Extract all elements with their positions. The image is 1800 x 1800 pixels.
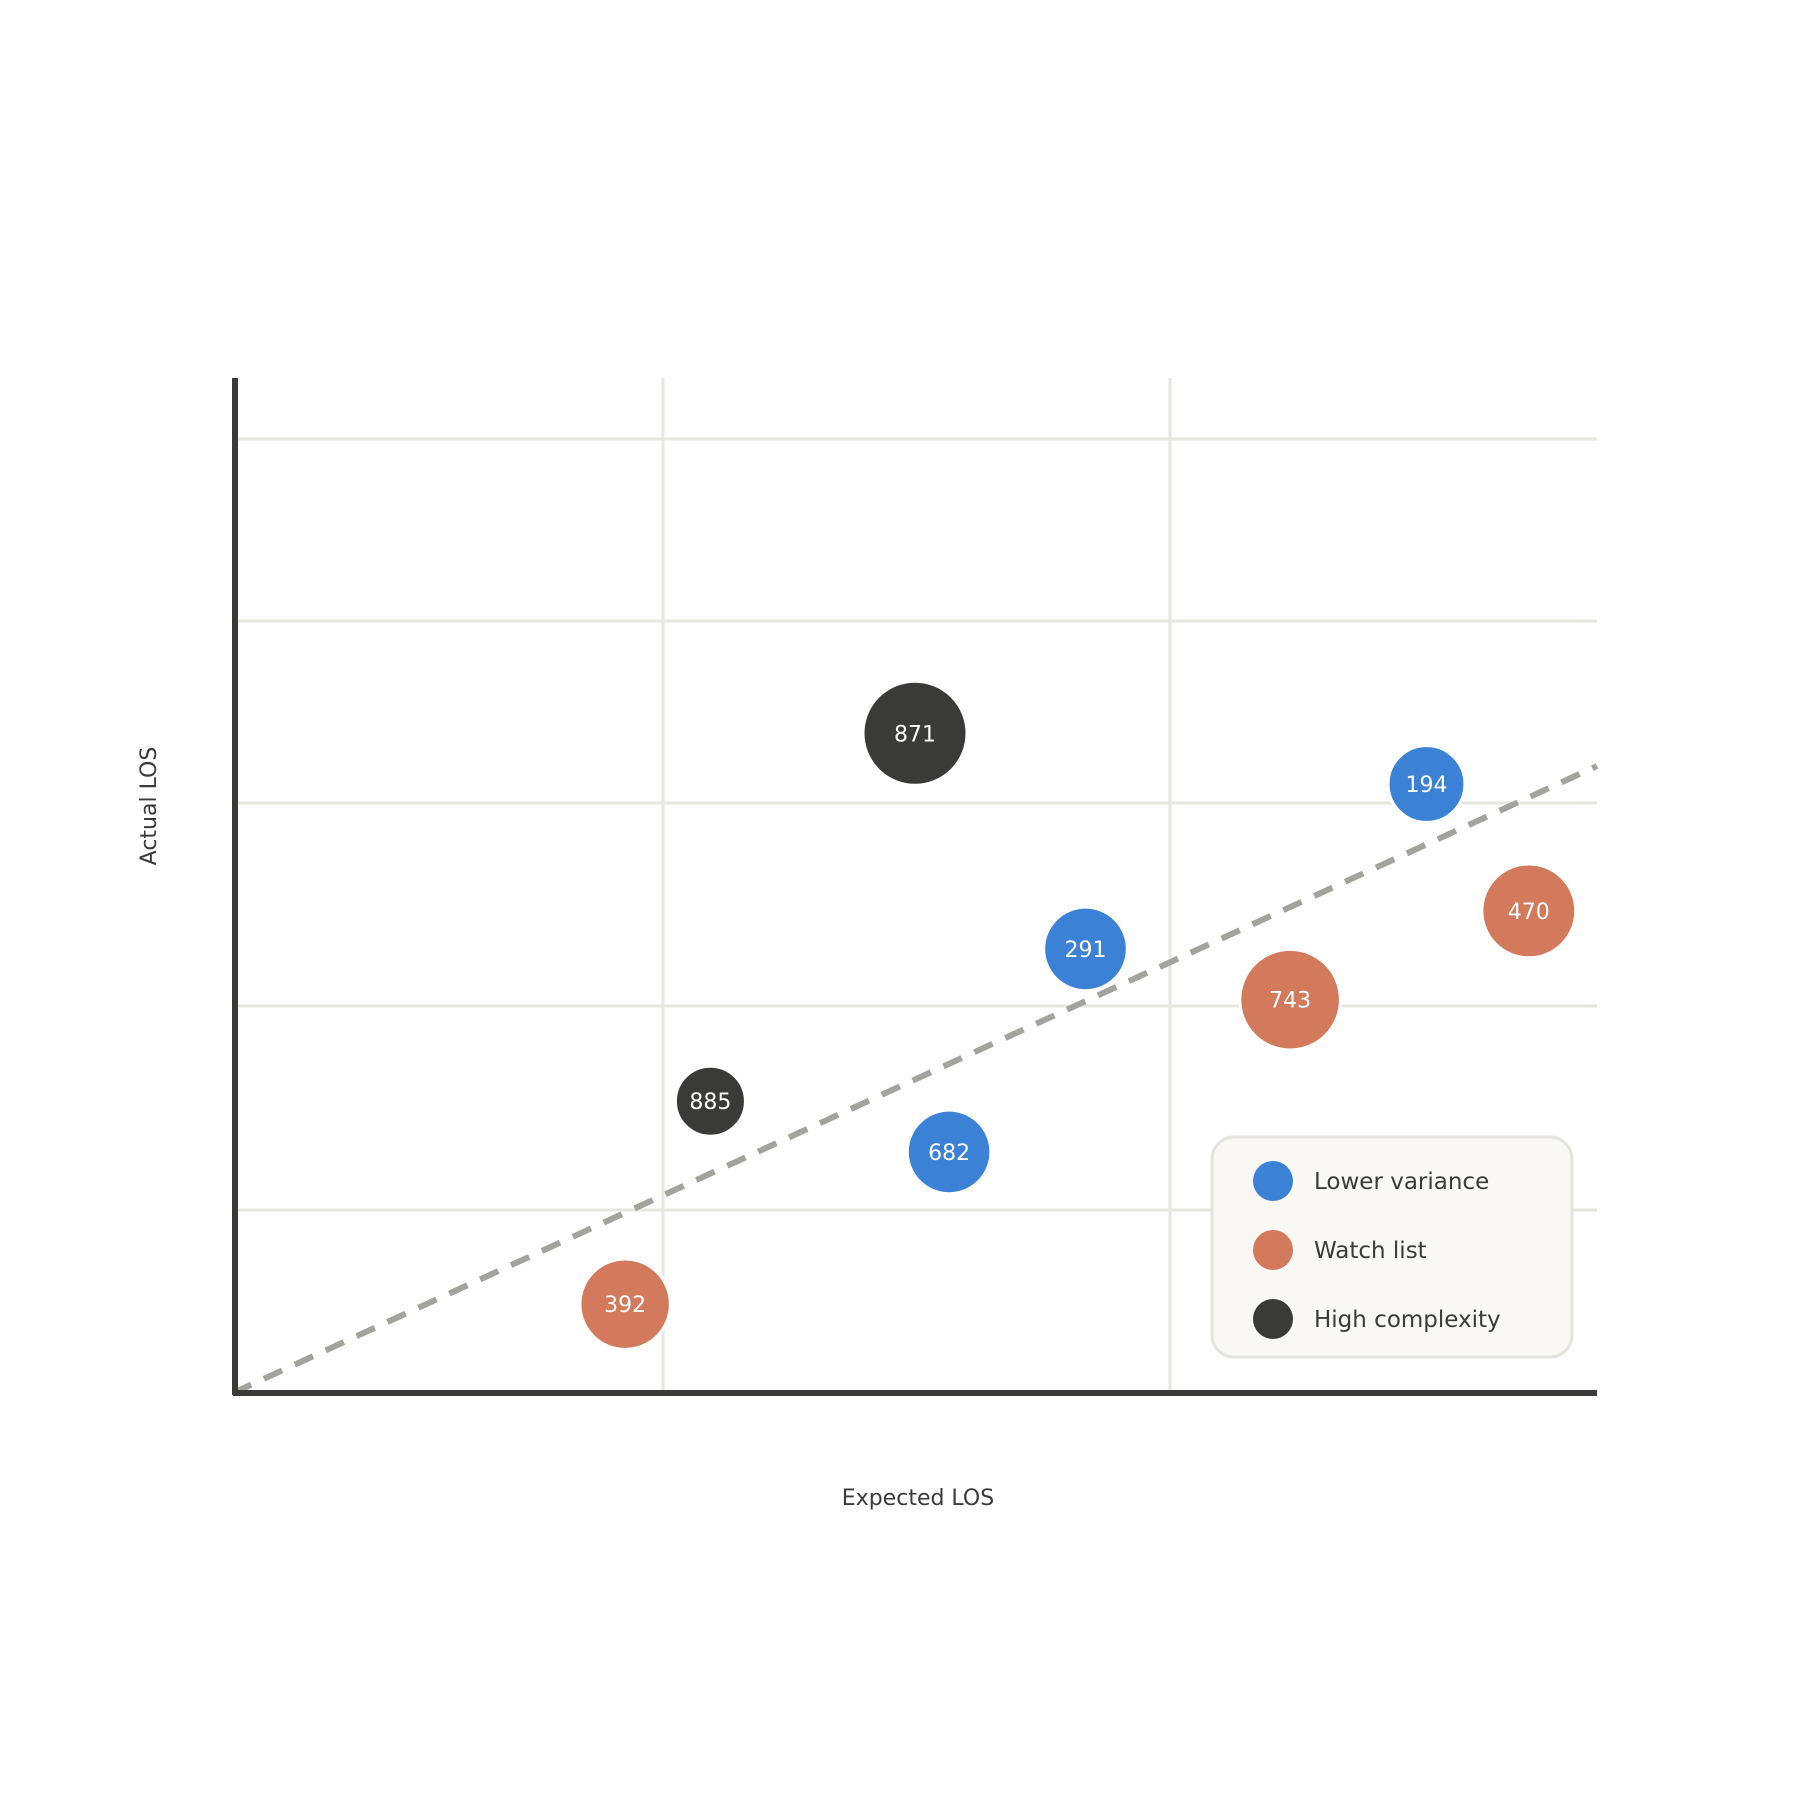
legend-item: High complexity: [1253, 1299, 1501, 1339]
legend-item: Watch list: [1253, 1230, 1427, 1270]
legend: Lower variance Watch list High complexity: [1210, 1135, 1574, 1359]
bubble-marker: [1386, 744, 1467, 824]
legend-swatch: [1253, 1161, 1293, 1201]
legend-box: [1210, 1135, 1574, 1359]
data-point[interactable]: 743: [1238, 947, 1342, 1052]
legend-label: High complexity: [1314, 1307, 1501, 1333]
legend-label: Lower variance: [1314, 1169, 1489, 1195]
data-label: 743: [1269, 989, 1311, 1014]
bubble-marker: [673, 1064, 747, 1138]
data-label: 291: [1065, 938, 1107, 963]
y-axis-label: Actual LOS: [137, 747, 162, 866]
data-label: 682: [928, 1141, 970, 1166]
data-label: 470: [1508, 900, 1550, 925]
data-point[interactable]: 682: [905, 1108, 993, 1196]
data-point[interactable]: 470: [1480, 862, 1578, 960]
data-point[interactable]: 291: [1042, 905, 1129, 993]
grid-lines: [233, 378, 1597, 1393]
data-point[interactable]: 885: [673, 1064, 747, 1138]
reference-diagonal-line: [231, 763, 1599, 1396]
data-label: 392: [604, 1293, 646, 1318]
data-point[interactable]: 194: [1386, 744, 1467, 824]
data-point[interactable]: 871: [861, 679, 969, 787]
legend-swatch: [1253, 1230, 1293, 1270]
bubble-marker: [861, 679, 969, 787]
bubble-marker: [578, 1257, 672, 1351]
data-label: 194: [1406, 773, 1448, 798]
legend-swatch: [1253, 1299, 1293, 1339]
data-label: 871: [894, 722, 936, 747]
bubble-marker: [1480, 862, 1578, 960]
legend-label: Watch list: [1314, 1238, 1427, 1264]
x-axis-label: Expected LOS: [842, 1486, 994, 1511]
legend-item: Lower variance: [1253, 1161, 1489, 1201]
bubble-marker: [905, 1108, 993, 1196]
bubble-marker: [1238, 947, 1342, 1052]
data-point[interactable]: 392: [578, 1257, 672, 1351]
bubble-marker: [1042, 905, 1129, 993]
data-label: 885: [689, 1090, 731, 1115]
data-points: 291 194 682 470 743 392 871 885: [578, 679, 1578, 1351]
